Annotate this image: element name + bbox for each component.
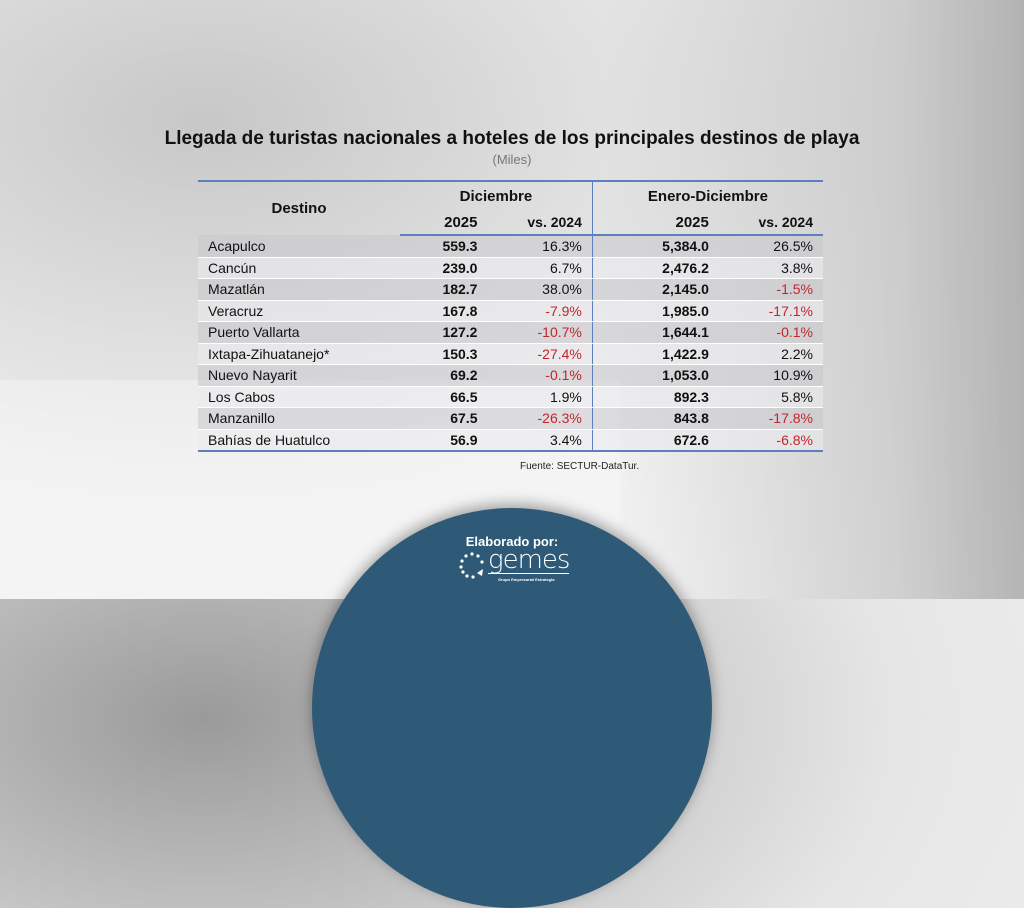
- ene-2025-cell: 1,644.1: [591, 321, 719, 344]
- dic-2025-cell: 56.9: [400, 429, 488, 452]
- header-diciembre: Diciembre: [459, 187, 533, 205]
- logo-tagline: Grupo Empresarial Estrategia: [498, 577, 555, 582]
- dic-2025-cell: 239.0: [400, 257, 488, 279]
- logo-wordmark: gemes: [488, 545, 570, 575]
- ene-2025-cell: 1,985.0: [591, 300, 719, 322]
- destino-cell: Cancún: [198, 257, 400, 279]
- ene-vs-cell: 26.5%: [718, 235, 823, 258]
- header-destino: Destino: [271, 200, 327, 217]
- dic-vs-cell: -26.3%: [487, 407, 593, 430]
- destino-cell: Mazatlán: [198, 278, 400, 301]
- destino-cell: Los Cabos: [198, 386, 400, 408]
- ene-vs-cell: 10.9%: [718, 364, 823, 387]
- ene-vs-cell: -6.8%: [718, 429, 823, 452]
- ene-2025-cell: 5,384.0: [591, 235, 719, 258]
- header-ene-2025: 2025: [591, 210, 719, 236]
- ene-vs-cell: -17.8%: [718, 407, 823, 430]
- ene-vs-cell: 2.2%: [718, 343, 823, 365]
- destino-cell: Manzanillo: [198, 407, 400, 430]
- table-row: Acapulco 559.3 16.3% 5,384.0 26.5%: [198, 235, 823, 258]
- ene-2025-cell: 843.8: [591, 407, 719, 430]
- dic-vs-cell: 3.4%: [487, 429, 593, 452]
- ene-2025-cell: 1,053.0: [591, 364, 719, 387]
- page-subtitle: (Miles): [492, 152, 532, 167]
- dic-2025-cell: 127.2: [400, 321, 488, 344]
- ene-vs-cell: -1.5%: [718, 278, 823, 301]
- header-enero-diciembre: Enero-Diciembre: [591, 181, 823, 210]
- ene-vs-cell: -17.1%: [718, 300, 823, 322]
- ene-2025-cell: 1,422.9: [591, 343, 719, 365]
- header-dic-2025: 2025: [400, 210, 488, 236]
- table-row: Bahías de Huatulco 56.9 3.4% 672.6 -6.8%: [198, 429, 823, 452]
- ene-2025-cell: 2,145.0: [591, 278, 719, 301]
- footer-label: Elaborado por:: [465, 534, 559, 549]
- ene-vs-cell: 5.8%: [718, 386, 823, 408]
- dic-vs-cell: -7.9%: [487, 300, 593, 322]
- table-row: Manzanillo 67.5 -26.3% 843.8 -17.8%: [198, 407, 823, 430]
- header-dic-vs: vs. 2024: [487, 210, 593, 236]
- ene-2025-cell: 2,476.2: [591, 257, 719, 279]
- dic-vs-cell: 1.9%: [487, 386, 593, 408]
- header-ene-vs: vs. 2024: [718, 210, 823, 236]
- dic-2025-cell: 150.3: [400, 343, 488, 365]
- dic-vs-cell: 38.0%: [487, 278, 593, 301]
- ene-2025-cell: 672.6: [591, 429, 719, 452]
- table-row: Los Cabos 66.5 1.9% 892.3 5.8%: [198, 386, 823, 408]
- dic-vs-cell: 6.7%: [487, 257, 593, 279]
- table-row: Ixtapa-Zihuatanejo* 150.3 -27.4% 1,422.9 2.2…: [198, 343, 823, 365]
- table-row: Mazatlán 182.7 38.0% 2,145.0 -1.5%: [198, 278, 823, 301]
- dic-2025-cell: 167.8: [400, 300, 488, 322]
- ene-2025-cell: 892.3: [591, 386, 719, 408]
- destino-cell: Acapulco: [198, 235, 400, 258]
- dic-2025-cell: 67.5: [400, 407, 488, 430]
- dic-vs-cell: -27.4%: [487, 343, 593, 365]
- dic-vs-cell: -0.1%: [487, 364, 593, 387]
- dic-vs-cell: -10.7%: [487, 321, 593, 344]
- table-row: Veracruz 167.8 -7.9% 1,985.0 -17.1%: [198, 300, 823, 322]
- dic-2025-cell: 69.2: [400, 364, 488, 387]
- table-row: Puerto Vallarta 127.2 -10.7% 1,644.1 -0.1%: [198, 321, 823, 344]
- destino-cell: Nuevo Nayarit: [198, 364, 400, 387]
- page-title: Llegada de turistas nacionales a hoteles…: [164, 128, 860, 149]
- dotted-circle-arrow-icon: [459, 552, 484, 579]
- source-note: Fuente: SECTUR-DataTur.: [520, 461, 640, 472]
- table-row: Cancún 239.0 6.7% 2,476.2 3.8%: [198, 257, 823, 279]
- dic-2025-cell: 66.5: [400, 386, 488, 408]
- destino-cell: Bahías de Huatulco: [198, 429, 400, 452]
- dic-2025-cell: 559.3: [400, 235, 488, 258]
- table-row: Nuevo Nayarit 69.2 -0.1% 1,053.0 10.9%: [198, 364, 823, 387]
- dic-vs-cell: 16.3%: [487, 235, 593, 258]
- arrivals-table: Destino Diciembre Enero-Diciembre 2025 v…: [198, 180, 823, 452]
- destino-cell: Puerto Vallarta: [198, 321, 400, 344]
- ene-vs-cell: 3.8%: [718, 257, 823, 279]
- destino-cell: Ixtapa-Zihuatanejo*: [198, 343, 400, 365]
- dic-2025-cell: 182.7: [400, 278, 488, 301]
- destino-cell: Veracruz: [198, 300, 400, 322]
- ene-vs-cell: -0.1%: [718, 321, 823, 344]
- gemes-logo: gemes Grupo Empresarial Estrategia: [458, 547, 578, 582]
